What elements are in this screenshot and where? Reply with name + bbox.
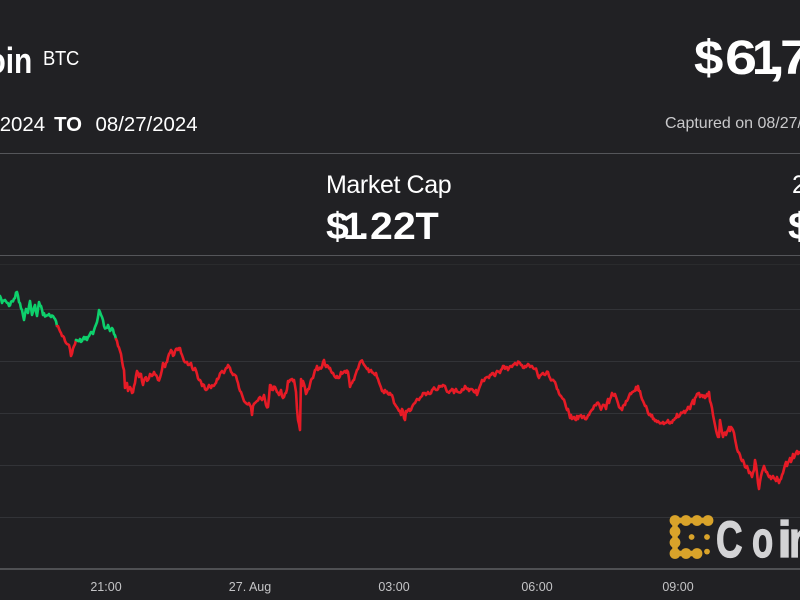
- svg-text:27. Aug: 27. Aug: [229, 580, 271, 594]
- svg-text:09:00: 09:00: [662, 580, 693, 594]
- svg-text:06:00: 06:00: [521, 580, 552, 594]
- svg-text:03:00: 03:00: [378, 580, 409, 594]
- svg-text:21:00: 21:00: [90, 580, 121, 594]
